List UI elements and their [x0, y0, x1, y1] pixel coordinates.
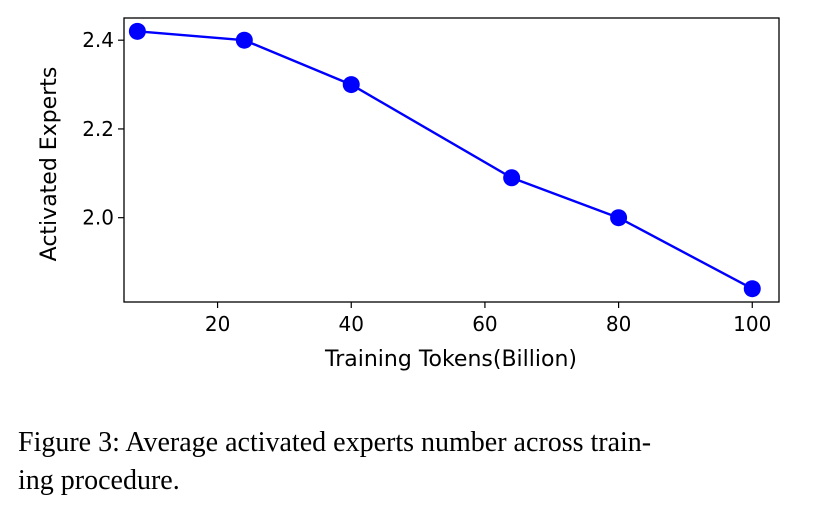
- x-tick-label: 20: [205, 312, 230, 336]
- caption-line-1: Figure 3: Average activated experts numb…: [18, 427, 652, 458]
- data-point: [128, 22, 146, 40]
- data-point: [235, 31, 253, 49]
- line-chart: 20 40 60 80 100 2.0 2.2 2.4 Training Tokens(Bil…: [37, 17, 780, 372]
- x-tick-label: 80: [606, 312, 631, 336]
- y-tick-label: 2.0: [82, 206, 114, 230]
- x-axis-label: Training Tokens(Billion): [324, 347, 577, 372]
- y-axis-label: Activated Experts: [37, 67, 62, 262]
- x-tick-label: 60: [472, 312, 497, 336]
- data-point: [503, 169, 521, 187]
- x-tick-label: 40: [339, 312, 364, 336]
- plot-frame: [123, 17, 780, 303]
- plot-area: [128, 22, 761, 298]
- axes: 20 40 60 80 100 2.0 2.2 2.4: [82, 17, 780, 336]
- data-point: [342, 76, 360, 94]
- caption-line-2: ing procedure.: [18, 465, 180, 496]
- series-line: [137, 30, 753, 290]
- x-tick-label: 100: [733, 312, 771, 336]
- figure-caption: Figure 3: Average activated experts numb…: [18, 424, 808, 500]
- data-point: [610, 209, 628, 227]
- data-point: [743, 280, 761, 298]
- y-tick-label: 2.2: [82, 117, 114, 141]
- y-tick-label: 2.4: [82, 28, 114, 52]
